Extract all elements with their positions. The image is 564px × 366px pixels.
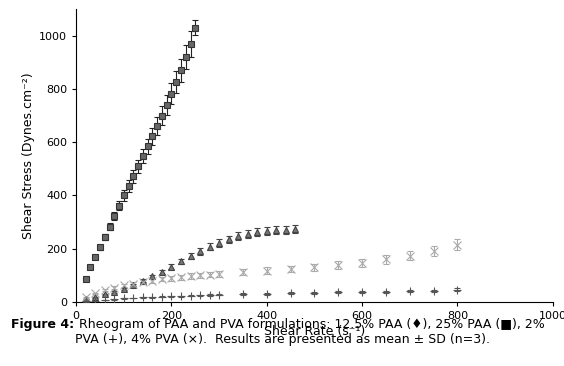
Y-axis label: Shear Stress (Dynes.cm⁻²): Shear Stress (Dynes.cm⁻²) [22,72,35,239]
Text: Rheogram of PAA and PVA formulations: 12.5% PAA (♦), 25% PAA (■), 2% PVA (+), 4%: Rheogram of PAA and PVA formulations: 12… [75,318,545,347]
Text: Figure 4:: Figure 4: [11,318,74,332]
X-axis label: Shear Rate (s⁻¹): Shear Rate (s⁻¹) [264,325,365,338]
